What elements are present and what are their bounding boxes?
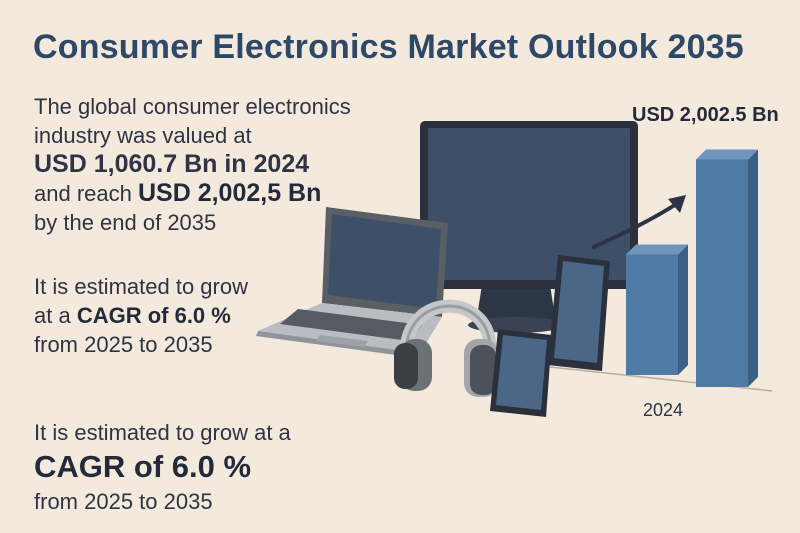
monitor-icon bbox=[420, 121, 638, 333]
bar-chart bbox=[626, 149, 758, 387]
bar-top-2035 bbox=[696, 149, 758, 160]
cagr-block-1: It is estimated to grow at a CAGR of 6.0… bbox=[34, 272, 248, 359]
cagr-block-2: It is estimated to grow at a CAGR of 6.0… bbox=[34, 418, 291, 516]
cagr-1-line-3: from 2025 to 2035 bbox=[34, 332, 213, 357]
laptop-icon bbox=[256, 207, 448, 358]
cagr-2-line-1: It is estimated to grow at a bbox=[34, 420, 291, 445]
cagr-2-line-3: from 2025 to 2035 bbox=[34, 489, 213, 514]
x-tick-label-2024: 2024 bbox=[643, 400, 684, 420]
cagr-1-value: CAGR of 6.0 % bbox=[76, 303, 231, 328]
bar-2035 bbox=[696, 149, 758, 387]
devices-svg bbox=[256, 121, 773, 417]
cagr-1-prefix: at a bbox=[34, 303, 77, 328]
value-2024: USD 1,060.7 Bn in 2024 bbox=[34, 150, 310, 178]
value-2035: USD 2,002,5 Bn bbox=[137, 179, 322, 207]
bar-top-2024 bbox=[626, 244, 688, 255]
growth-arrow-icon bbox=[592, 195, 686, 249]
bar-value-label-2035: USD 2,002.5 Bn bbox=[632, 104, 779, 126]
summary-line-5: by the end of 2035 bbox=[34, 210, 217, 235]
cagr-1-line-1: It is estimated to grow bbox=[34, 274, 248, 299]
summary-line-2: industry was valued at bbox=[34, 123, 252, 148]
summary-line-4: and reach USD 2,002,5 Bn bbox=[34, 179, 351, 208]
phone-icon-front bbox=[490, 329, 552, 417]
bar-side-2035 bbox=[748, 149, 758, 387]
bar-face-2035 bbox=[696, 159, 748, 387]
headphones-icon bbox=[394, 299, 498, 397]
phone-icon bbox=[548, 255, 610, 371]
cagr-2-value: CAGR of 6.0 % bbox=[34, 449, 252, 484]
reach-prefix: and reach bbox=[34, 181, 138, 206]
market-summary: The global consumer electronics industry… bbox=[34, 92, 351, 237]
cagr-1-line-2: at a CAGR of 6.0 % bbox=[34, 301, 248, 330]
bar-face-2024 bbox=[626, 254, 678, 375]
bar-2024 bbox=[626, 244, 688, 375]
devices-illustration bbox=[250, 95, 800, 533]
summary-line-1: The global consumer electronics bbox=[34, 94, 351, 119]
page-title: Consumer Electronics Market Outlook 2035 bbox=[33, 28, 744, 66]
bar-side-2024 bbox=[678, 244, 688, 375]
